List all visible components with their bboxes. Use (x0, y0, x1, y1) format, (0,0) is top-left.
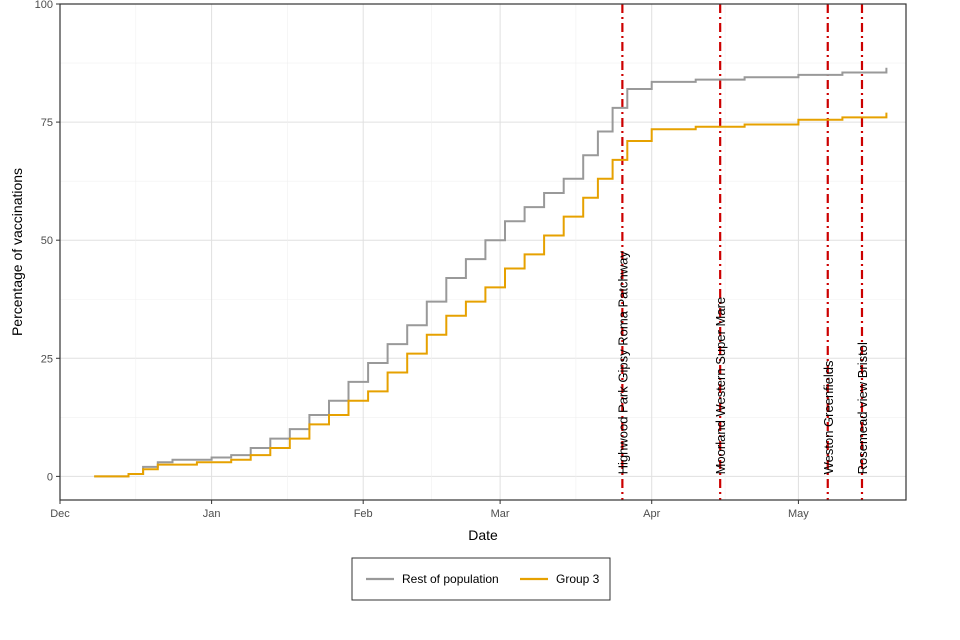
event-line-label: Rosemead view Bristol (855, 342, 870, 474)
x-tick-label: Mar (491, 508, 510, 520)
y-tick-label: 0 (47, 471, 53, 483)
y-tick-label: 100 (35, 0, 53, 11)
y-tick-label: 50 (41, 235, 53, 247)
plot-border (59, 3, 907, 501)
series-line (94, 67, 888, 478)
x-tick-label: Apr (643, 508, 660, 520)
series-line (94, 112, 888, 478)
y-tick-label: 25 (41, 353, 53, 365)
x-tick-label: Dec (50, 508, 70, 520)
x-tick-label: May (788, 508, 809, 520)
x-axis: Dec Jan Feb Mar Apr May (50, 500, 809, 520)
x-tick-label: Jan (203, 508, 221, 520)
x-tick-label: Feb (354, 508, 373, 520)
legend-label: Rest of population (402, 572, 499, 586)
event-line-label: Moorland Western Super Mare (713, 297, 728, 475)
event-line-label: Highwood Park Gipsy Roma Patchway (615, 251, 630, 475)
x-axis-title: Date (468, 527, 498, 543)
grid (59, 3, 906, 500)
plot-background (60, 4, 906, 500)
series-lines (94, 67, 888, 478)
y-tick-label: 75 (41, 117, 53, 129)
legend-label: Group 3 (556, 572, 600, 586)
vertical-lines: Highwood Park Gipsy Roma Patchway Moorlan… (615, 4, 870, 500)
y-axis-title: Percentage of vaccinations (9, 168, 25, 336)
event-line-label: Weston Greenfields (821, 360, 836, 474)
legend: Rest of population Group 3 (351, 557, 611, 601)
y-axis: 0 25 50 75 100 (35, 0, 60, 483)
legend-box (351, 557, 611, 601)
